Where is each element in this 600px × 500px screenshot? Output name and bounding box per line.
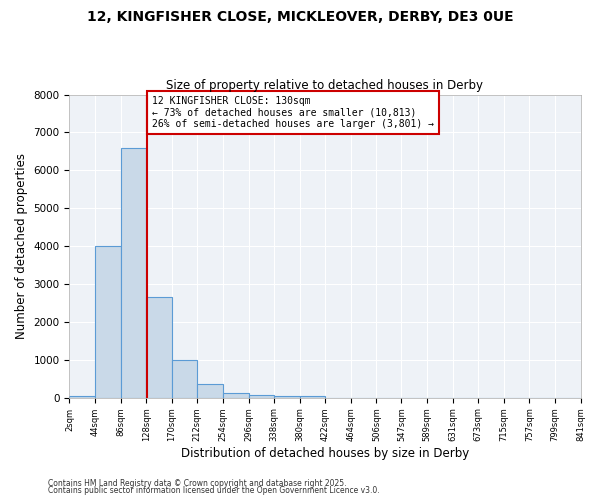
Text: Contains HM Land Registry data © Crown copyright and database right 2025.: Contains HM Land Registry data © Crown c… (48, 478, 347, 488)
Bar (70, 396, 95, 398)
Bar (248, 394, 274, 398)
Y-axis label: Number of detached properties: Number of detached properties (15, 153, 28, 339)
Text: Contains public sector information licensed under the Open Government Licence v3: Contains public sector information licen… (48, 486, 380, 495)
Bar (299, 396, 325, 398)
Bar (274, 396, 299, 398)
Bar (223, 393, 248, 398)
Title: Size of property relative to detached houses in Derby: Size of property relative to detached ho… (166, 79, 484, 92)
Bar (121, 148, 146, 398)
Bar (146, 298, 172, 398)
Text: 12, KINGFISHER CLOSE, MICKLEOVER, DERBY, DE3 0UE: 12, KINGFISHER CLOSE, MICKLEOVER, DERBY,… (86, 10, 514, 24)
X-axis label: Distribution of detached houses by size in Derby: Distribution of detached houses by size … (181, 447, 469, 460)
Text: 12 KINGFISHER CLOSE: 130sqm
← 73% of detached houses are smaller (10,813)
26% of: 12 KINGFISHER CLOSE: 130sqm ← 73% of det… (152, 96, 434, 130)
Bar (197, 384, 223, 398)
Bar (95, 246, 121, 398)
Bar (172, 360, 197, 398)
